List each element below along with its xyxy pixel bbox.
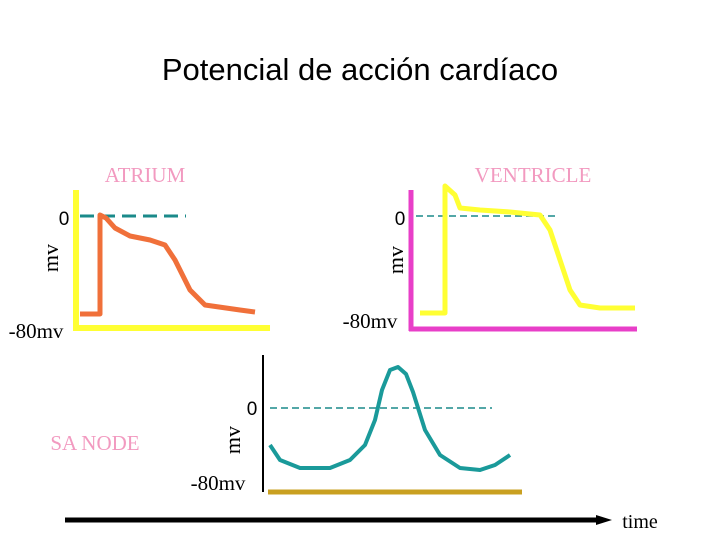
sa-unit: mv: [220, 426, 245, 454]
time-label: time: [622, 511, 658, 533]
ventricle-label: VENTRICLE: [475, 163, 592, 187]
atrium-zero: 0: [59, 209, 70, 230]
time-arrow: [596, 515, 612, 525]
ventricle-unit: mv: [383, 246, 408, 274]
ventricle-zero: 0: [395, 209, 406, 230]
title: Potencial de acción cardíaco: [162, 52, 558, 87]
atrium-unit: mv: [38, 244, 63, 272]
sa-zero: 0: [247, 399, 258, 420]
sa-curve: [268, 365, 512, 472]
atrium-label: ATRIUM: [105, 163, 186, 187]
sa-min: -80mv: [191, 471, 246, 495]
atrium-curve: [80, 212, 256, 317]
sa-node-label: SA NODE: [50, 431, 139, 455]
ventricle-curve: [420, 183, 635, 316]
atrium-min: -80mv: [9, 319, 64, 343]
ventricle-min: -80mv: [343, 309, 398, 333]
